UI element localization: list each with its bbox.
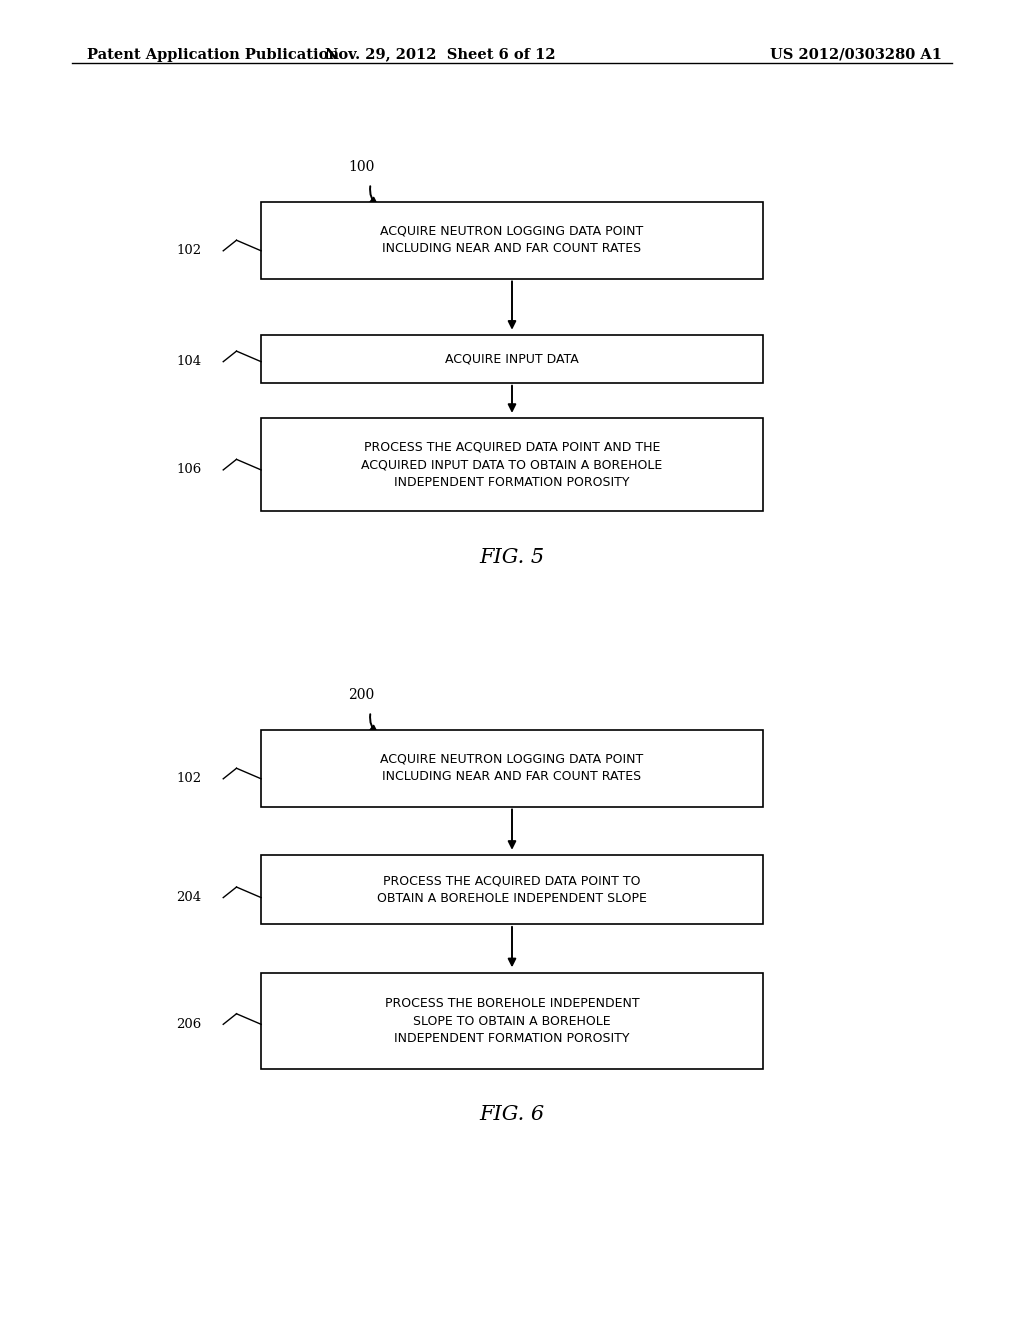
Text: 104: 104 bbox=[176, 355, 202, 368]
Bar bbox=[261, 855, 763, 924]
Text: 102: 102 bbox=[176, 772, 202, 785]
Text: Nov. 29, 2012  Sheet 6 of 12: Nov. 29, 2012 Sheet 6 of 12 bbox=[325, 48, 556, 62]
Bar bbox=[261, 335, 763, 383]
Bar bbox=[261, 202, 763, 279]
Text: 102: 102 bbox=[176, 244, 202, 257]
Text: US 2012/0303280 A1: US 2012/0303280 A1 bbox=[770, 48, 942, 62]
Text: 100: 100 bbox=[348, 160, 375, 174]
Text: 204: 204 bbox=[176, 891, 202, 904]
Text: ACQUIRE NEUTRON LOGGING DATA POINT
INCLUDING NEAR AND FAR COUNT RATES: ACQUIRE NEUTRON LOGGING DATA POINT INCLU… bbox=[380, 752, 644, 784]
Bar bbox=[261, 730, 763, 807]
Bar bbox=[261, 973, 763, 1069]
Text: FIG. 6: FIG. 6 bbox=[479, 1105, 545, 1123]
Text: 200: 200 bbox=[348, 688, 375, 702]
Text: PROCESS THE ACQUIRED DATA POINT TO
OBTAIN A BOREHOLE INDEPENDENT SLOPE: PROCESS THE ACQUIRED DATA POINT TO OBTAI… bbox=[377, 874, 647, 906]
Text: 106: 106 bbox=[176, 463, 202, 477]
Text: ACQUIRE INPUT DATA: ACQUIRE INPUT DATA bbox=[445, 352, 579, 366]
Text: Patent Application Publication: Patent Application Publication bbox=[87, 48, 339, 62]
Text: ACQUIRE NEUTRON LOGGING DATA POINT
INCLUDING NEAR AND FAR COUNT RATES: ACQUIRE NEUTRON LOGGING DATA POINT INCLU… bbox=[380, 224, 644, 256]
Text: 206: 206 bbox=[176, 1018, 202, 1031]
Bar bbox=[261, 418, 763, 511]
Text: PROCESS THE BOREHOLE INDEPENDENT
SLOPE TO OBTAIN A BOREHOLE
INDEPENDENT FORMATIO: PROCESS THE BOREHOLE INDEPENDENT SLOPE T… bbox=[385, 997, 639, 1045]
Text: FIG. 5: FIG. 5 bbox=[479, 548, 545, 566]
Text: PROCESS THE ACQUIRED DATA POINT AND THE
ACQUIRED INPUT DATA TO OBTAIN A BOREHOLE: PROCESS THE ACQUIRED DATA POINT AND THE … bbox=[361, 441, 663, 488]
